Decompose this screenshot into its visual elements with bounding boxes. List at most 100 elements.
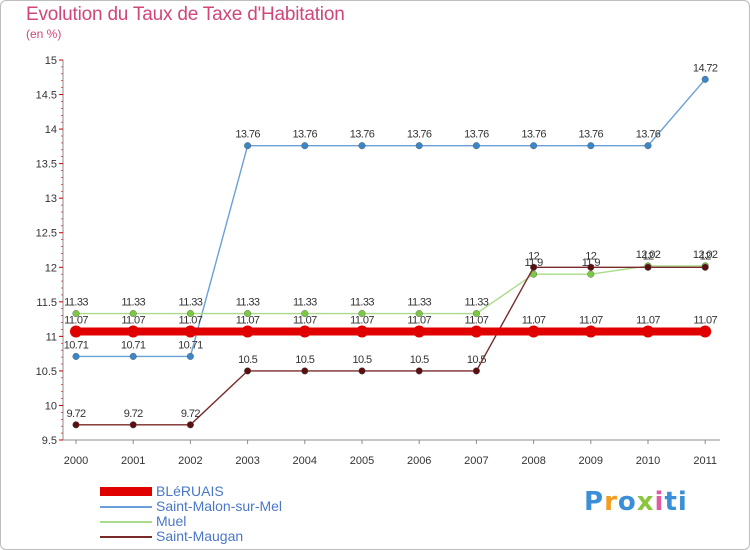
legend-swatch [100,521,152,523]
data-label: 10.5 [238,354,257,366]
logo-letter: x [636,487,655,517]
data-label: 10.71 [64,339,89,351]
data-point [415,367,423,375]
data-label: 11.33 [121,297,145,309]
data-label: 12 [642,250,654,262]
data-point [701,263,709,271]
legend-label: Saint-Malon-sur-Mel [156,498,283,514]
data-point [129,310,137,318]
series-line-3 [76,266,706,426]
data-point [301,142,309,150]
data-point [72,310,80,318]
data-point [699,325,712,338]
x-tick-label: 2002 [178,455,202,467]
data-point [241,325,254,338]
data-label: 13.76 [235,129,260,141]
y-tick-label: 12.5 [36,228,57,240]
x-tick-label: 2003 [235,455,259,467]
data-point [301,367,309,375]
data-point [415,142,423,150]
y-tick-label: 9.5 [42,435,57,447]
data-label: 13.76 [636,129,661,141]
data-label: 11.07 [293,315,317,327]
data-label: 14.72 [693,62,718,74]
data-label: 13.76 [579,129,604,141]
data-point [472,310,480,318]
logo-letter: P [584,487,605,517]
data-point [472,367,480,375]
x-tick-label: 2011 [693,455,717,467]
data-label: 11.07 [64,315,88,327]
data-label: 9.72 [66,408,85,420]
data-point [701,75,709,83]
data-label: 11.33 [407,297,431,309]
x-tick-label: 2004 [293,455,317,467]
legend-swatch [100,487,152,496]
data-point [244,142,252,150]
data-point [186,310,194,318]
series-line-1 [76,78,706,358]
data-label: 10.71 [121,339,146,351]
y-tick-label: 13 [45,193,57,205]
data-point [584,325,597,338]
data-label: 11.07 [522,315,546,327]
data-point [72,352,80,360]
data-label: 11.07 [693,315,717,327]
legend-label: Muel [156,513,187,529]
data-label: 11.9 [524,257,543,269]
data-point [644,263,652,271]
x-tick-label: 2008 [521,455,545,467]
logo-letter: o [617,487,637,517]
data-label: 12.02 [693,249,718,261]
x-tick-label: 2006 [407,455,431,467]
data-label: 13.76 [350,129,375,141]
data-point [129,352,137,360]
series-line-2 [76,265,706,315]
data-label: 11.33 [64,297,88,309]
data-point [530,263,538,271]
data-point [413,325,426,338]
data-label: 13.76 [407,129,432,141]
data-label: 10.5 [352,354,371,366]
y-tick-label: 14.5 [36,90,57,102]
data-label: 11.07 [236,315,260,327]
data-point [244,310,252,318]
data-point [358,142,366,150]
data-label: 10.5 [295,354,314,366]
x-tick-label: 2001 [121,455,145,467]
data-label: 10.71 [178,339,203,351]
data-point [644,142,652,150]
data-label: 11.33 [236,297,260,309]
data-label: 10.5 [467,354,486,366]
data-label: 13.76 [464,129,489,141]
data-point [244,367,252,375]
data-label: 12.02 [636,249,661,261]
x-tick-label: 2005 [350,455,374,467]
y-tick-label: 12 [45,262,57,274]
x-tick-label: 2000 [64,455,88,467]
data-point [298,325,311,338]
data-point [358,310,366,318]
logo-letter: ti [664,487,688,517]
chart-title: Evolution du Taux de Taxe d'Habitation [26,4,345,25]
data-point [186,352,194,360]
x-tick-label: 2010 [636,455,660,467]
y-tick-label: 11.5 [36,297,57,309]
data-label: 11.33 [350,297,374,309]
data-label: 13.76 [521,129,546,141]
data-label: 12 [585,250,597,262]
data-point [415,310,423,318]
data-point [72,421,80,429]
data-label: 11.07 [579,315,603,327]
data-point [356,325,368,338]
legend-label: BLéRUAIS [156,483,224,499]
legend-swatch [100,536,152,538]
data-label: 11.07 [121,315,145,327]
data-label: 11.07 [407,315,431,327]
data-label: 11.07 [179,315,203,327]
data-label: 11.9 [582,257,601,269]
data-label: 9.72 [124,408,143,420]
legend-label: Saint-Maugan [156,528,244,544]
data-label: 11.33 [465,297,489,309]
